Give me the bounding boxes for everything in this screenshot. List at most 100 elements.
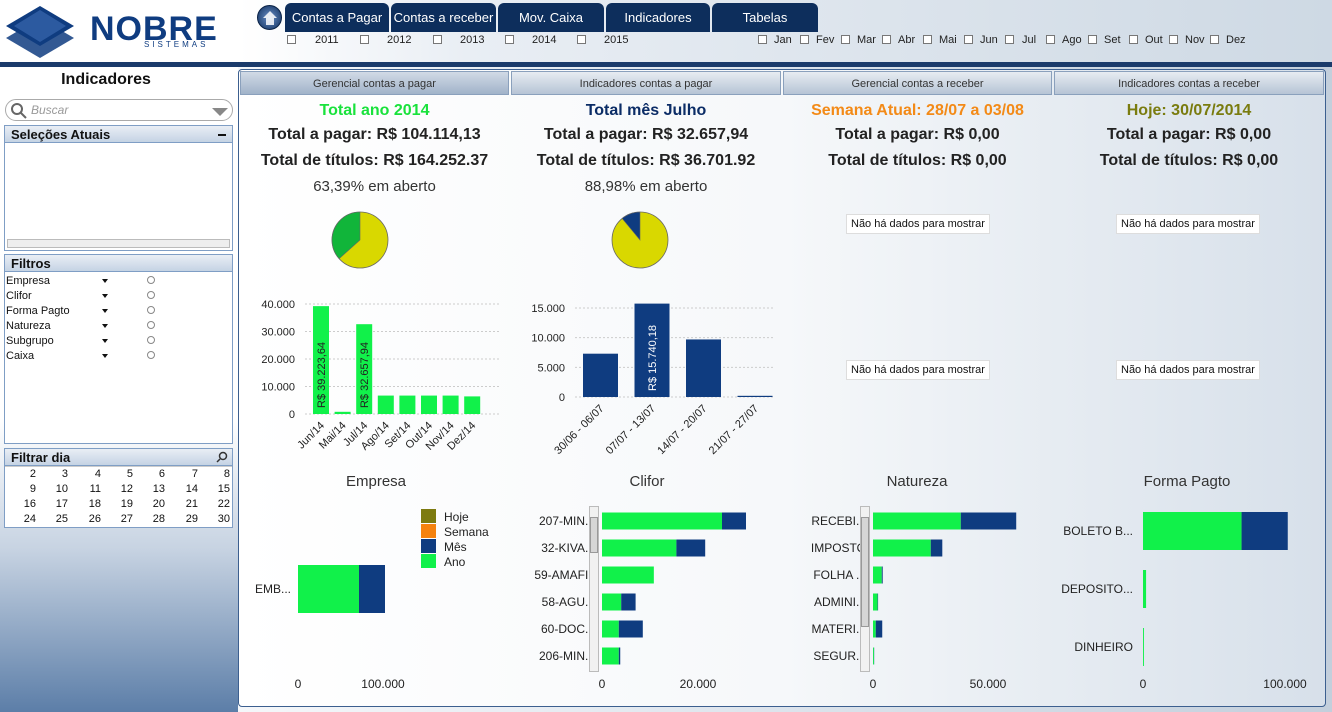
tab-mov-caixa[interactable]: Mov. Caixa [498,3,604,32]
month-checkbox[interactable] [1046,35,1055,44]
month-checkbox[interactable] [964,35,973,44]
month-checkbox[interactable] [1129,35,1138,44]
calendar-day[interactable]: 26 [88,513,101,525]
search-icon[interactable] [216,451,228,463]
panel-year-pagar: Total a pagar: R$ 104.114,13 [268,126,481,143]
no-data-message: Não há dados para mostrar [846,360,990,380]
panel-week-pagar: Total a pagar: R$ 0,00 [835,126,1000,143]
filter-item-clifor[interactable]: Clifor [6,290,32,302]
filter-radio-icon[interactable] [147,336,155,344]
filter-dropdown-icon[interactable] [102,279,108,283]
subtab-gerencial-contas-a-pagar[interactable]: Gerencial contas a pagar [240,71,509,95]
month-checkbox[interactable] [841,35,850,44]
calendar-day[interactable]: 7 [191,468,198,480]
chevron-down-icon[interactable] [210,106,230,118]
month-checkbox[interactable] [1088,35,1097,44]
filter-item-subgrupo[interactable]: Subgrupo [6,335,54,347]
calendar-day[interactable]: 28 [152,513,165,525]
subtab-indicadores-contas-a-receber[interactable]: Indicadores contas a receber [1054,71,1324,95]
tab-contas-a-receber[interactable]: Contas a receber [391,3,496,32]
calendar-day[interactable]: 8 [223,468,230,480]
search-box[interactable]: Buscar [5,99,233,121]
calendar-day[interactable]: 9 [29,483,36,495]
natureza-scrollbar[interactable] [860,506,870,672]
filter-item-forma-pagto[interactable]: Forma Pagto [6,305,70,317]
calendar-day[interactable]: 27 [120,513,133,525]
calendar-day[interactable]: 3 [61,468,68,480]
chart-title-empresa: Empresa [345,473,407,490]
month-checkbox[interactable] [1005,35,1014,44]
calendar-day[interactable]: 16 [23,498,36,510]
calendar-day[interactable]: 30 [217,513,230,525]
filter-dropdown-icon[interactable] [102,324,108,328]
filter-dropdown-icon[interactable] [102,309,108,313]
filter-radio-icon[interactable] [147,321,155,329]
panel-today-title: Hoje: 30/07/2014 [1126,102,1252,119]
calendar-day[interactable]: 13 [152,483,165,495]
chart-title-natureza: Natureza [886,473,948,490]
tab-tabelas[interactable]: Tabelas [712,3,818,32]
filter-dropdown-icon[interactable] [102,354,108,358]
calendar-day[interactable]: 29 [185,513,198,525]
tab-indicadores[interactable]: Indicadores [606,3,710,32]
year-checkbox[interactable] [360,35,369,44]
home-button[interactable] [257,5,282,30]
subtab-gerencial-contas-a-receber[interactable]: Gerencial contas a receber [783,71,1052,95]
calendar-day[interactable]: 17 [55,498,68,510]
calendar-day[interactable]: 19 [120,498,133,510]
month-label: Mai [939,34,957,46]
month-checkbox[interactable] [1169,35,1178,44]
month-label: Dez [1226,34,1246,46]
day-filter-title: Filtrar dia [5,449,232,466]
filter-dropdown-icon[interactable] [102,294,108,298]
calendar-day[interactable]: 21 [185,498,198,510]
month-checkbox[interactable] [882,35,891,44]
calendar-day[interactable]: 2 [29,468,36,480]
clifor-scrollbar[interactable] [589,506,599,672]
month-label: Jan [774,34,792,46]
month-checkbox[interactable] [800,35,809,44]
calendar-day[interactable]: 6 [158,468,165,480]
filter-item-natureza[interactable]: Natureza [6,320,51,332]
subtab-indicadores-contas-a-pagar[interactable]: Indicadores contas a pagar [511,71,781,95]
calendar-day[interactable]: 12 [120,483,133,495]
chart-title-forma-pagto: Forma Pagto [1143,473,1231,490]
calendar-day[interactable]: 24 [23,513,36,525]
calendar-day[interactable]: 14 [185,483,198,495]
filter-radio-icon[interactable] [147,291,155,299]
tab-contas-a-pagar[interactable]: Contas a Pagar [285,3,389,32]
calendar-day[interactable]: 25 [55,513,68,525]
month-checkbox[interactable] [758,35,767,44]
calendar-day[interactable]: 18 [88,498,101,510]
year-checkbox[interactable] [433,35,442,44]
year-checkbox[interactable] [577,35,586,44]
minimize-icon[interactable] [218,134,226,136]
year-checkbox[interactable] [505,35,514,44]
filter-dropdown-icon[interactable] [102,339,108,343]
logo-text: NOBRE [90,10,218,48]
scrollbar-thumb[interactable] [590,517,598,553]
day-filter-box: Filtrar dia [4,448,233,528]
calendar-day[interactable]: 22 [217,498,230,510]
calendar-day[interactable]: 15 [217,483,230,495]
year-checkbox[interactable] [287,35,296,44]
calendar-day[interactable]: 11 [89,483,101,495]
filter-radio-icon[interactable] [147,306,155,314]
no-data-message: Não há dados para mostrar [846,214,990,234]
filter-item-caixa[interactable]: Caixa [6,350,35,362]
scrollbar-thumb[interactable] [861,517,869,627]
filter-radio-icon[interactable] [147,351,155,359]
calendar-grid [5,466,232,526]
calendar-day[interactable]: 5 [126,468,133,480]
calendar-day[interactable]: 10 [55,483,68,495]
legend-swatch [421,509,436,523]
panel-today-pagar: Total a pagar: R$ 0,00 [1106,126,1272,143]
filter-radio-icon[interactable] [147,276,155,284]
month-checkbox[interactable] [1210,35,1219,44]
month-checkbox[interactable] [923,35,932,44]
filter-item-empresa[interactable]: Empresa [6,275,51,287]
calendar-day[interactable]: 4 [94,468,101,480]
year-label: 2012 [387,34,412,46]
horizontal-scrollbar[interactable] [7,239,230,248]
calendar-day[interactable]: 20 [152,498,165,510]
